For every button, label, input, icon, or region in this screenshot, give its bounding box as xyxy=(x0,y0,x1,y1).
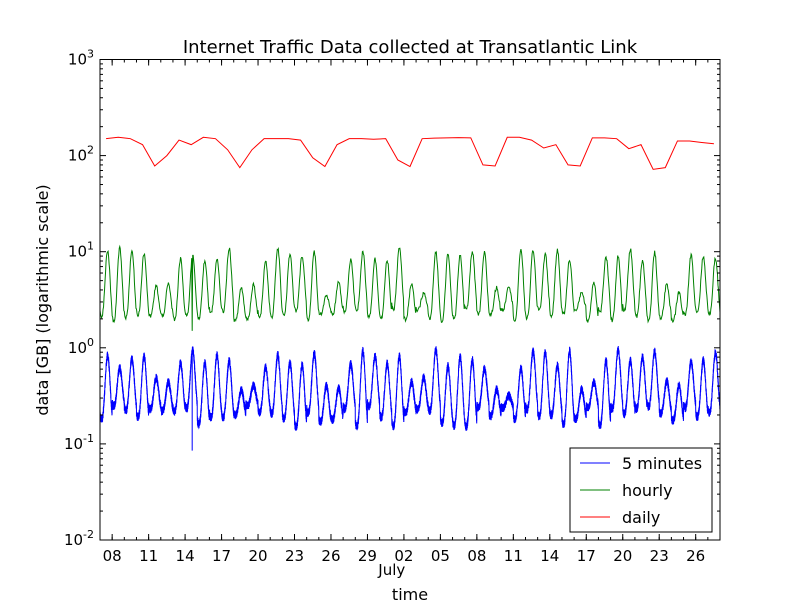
chart-title: Internet Traffic Data collected at Trans… xyxy=(183,37,638,58)
x-tick-label: 26 xyxy=(321,547,340,565)
x-tick-label: 23 xyxy=(650,547,669,565)
y-tick-label: 100 xyxy=(68,336,94,357)
legend-label: 5 minutes xyxy=(622,454,702,473)
x-tick-label: 26 xyxy=(686,547,705,565)
x-tick-label: 11 xyxy=(504,547,523,565)
x-tick-label: 08 xyxy=(467,547,486,565)
x-tick-label: 23 xyxy=(285,547,304,565)
x-tick-label: 20 xyxy=(613,547,632,565)
series-line-5-minutes xyxy=(100,346,720,451)
x-tick-label: 17 xyxy=(577,547,596,565)
series-layer xyxy=(100,136,720,451)
y-axis-label: data [GB] (logarithmic scale) xyxy=(33,184,52,415)
x-tick-label: 08 xyxy=(103,547,122,565)
x-tick-label: 11 xyxy=(139,547,158,565)
plot-frame xyxy=(99,59,721,541)
y-tick-label: 102 xyxy=(68,144,94,165)
legend-label: hourly xyxy=(622,481,673,500)
y-axis: 10-2 10-1 100 101 102 103 xyxy=(64,48,720,549)
x-tick-label: 02 xyxy=(394,547,413,565)
x-axis-label: time xyxy=(392,585,428,600)
series-line-daily xyxy=(106,136,714,170)
x-axis: 08 11 14 17 20 23 26 29 02 05 08 11 14 17 20 23 26 xyxy=(99,59,721,565)
x-tick-label: 05 xyxy=(431,547,450,565)
y-tick-label: 103 xyxy=(68,48,94,69)
legend-label: daily xyxy=(622,508,660,527)
series-line-hourly xyxy=(100,244,720,331)
x-tick-label: 29 xyxy=(358,547,377,565)
y-tick-label: 10-2 xyxy=(64,528,94,549)
x-tick-label: 20 xyxy=(248,547,267,565)
legend: 5 minutes hourly daily xyxy=(569,447,713,533)
x-tick-label: 14 xyxy=(176,547,195,565)
x-tick-label: 17 xyxy=(212,547,231,565)
x-tick-label: 14 xyxy=(540,547,559,565)
month-label: July xyxy=(377,561,405,579)
y-tick-label: 101 xyxy=(68,240,94,261)
y-tick-label: 10-1 xyxy=(64,432,94,453)
